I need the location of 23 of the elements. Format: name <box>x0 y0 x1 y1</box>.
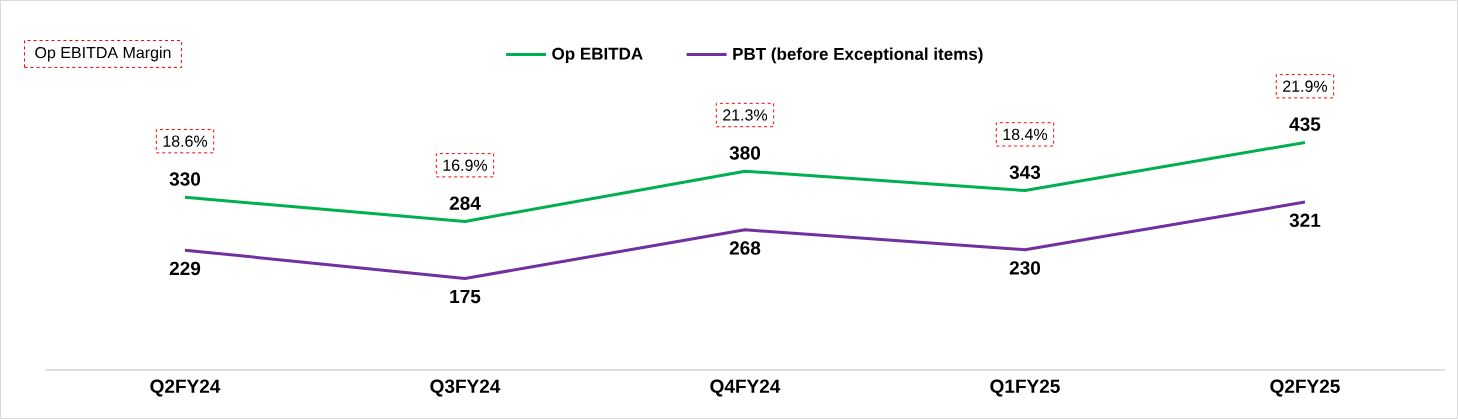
annotation: 16.9% <box>443 159 488 171</box>
x-tick-label: Q2FY24 <box>150 379 221 397</box>
legend-label: PBT (before Exceptional items) <box>733 47 983 64</box>
annotation: 18.6% <box>163 135 208 147</box>
text: 21.3% <box>723 109 768 121</box>
x-tick-label: Q1FY25 <box>990 379 1060 397</box>
text: 18.4% <box>1003 128 1048 141</box>
x-tick-label: Q4FY24 <box>710 379 781 397</box>
data-label: 175 <box>450 289 481 304</box>
data-label: 321 <box>1289 213 1321 228</box>
data-label: 330 <box>169 172 201 186</box>
text: Op EBITDA Margin <box>35 46 171 62</box>
data-label: 268 <box>729 241 761 255</box>
legend-label: Op EBITDA <box>552 47 643 64</box>
data-label: 284 <box>449 196 481 210</box>
data-label: 380 <box>729 146 761 160</box>
data-label: 435 <box>1289 117 1321 131</box>
text: 21.9% <box>1283 80 1328 92</box>
data-label: 343 <box>1009 165 1041 180</box>
x-tick-label: Q2FY25 <box>1270 379 1340 397</box>
data-label: 230 <box>1009 261 1041 275</box>
data-label: 229 <box>169 261 201 276</box>
x-tick-label: Q3FY24 <box>430 379 501 397</box>
